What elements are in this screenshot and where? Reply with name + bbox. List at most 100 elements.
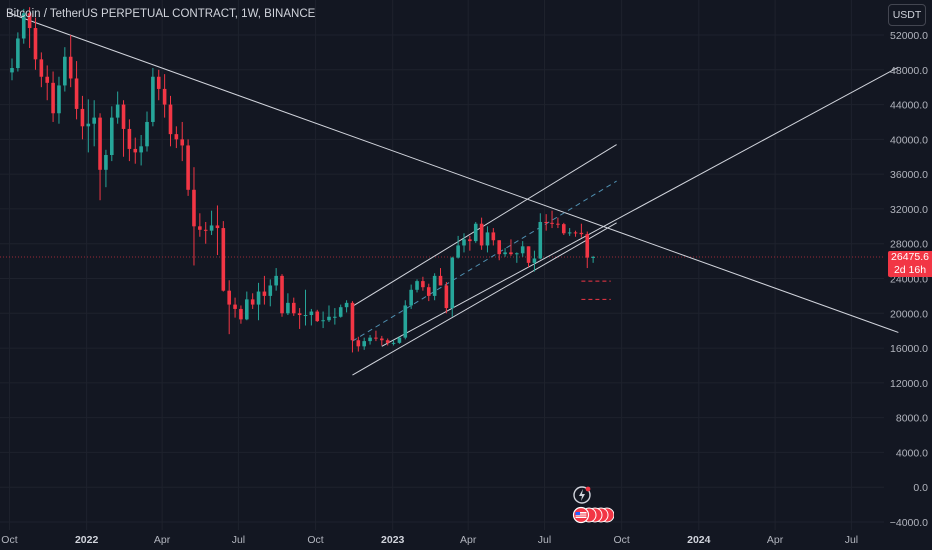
candle-body — [115, 104, 120, 118]
candle-body — [215, 225, 220, 229]
candle-body — [250, 299, 255, 305]
price-tick-label: 4000.0 — [896, 447, 928, 459]
price-tick-label: 0.0 — [913, 482, 928, 494]
candle-body — [561, 224, 566, 234]
candle-body — [526, 246, 531, 263]
candle-body — [98, 117, 102, 170]
time-tick-label: 2024 — [687, 534, 711, 546]
candle-body — [74, 78, 79, 109]
candle-body — [10, 68, 14, 73]
candle-body — [397, 337, 402, 343]
time-tick-label: Apr — [460, 534, 477, 546]
candle-body — [303, 315, 308, 317]
price-tick-label: 20000.0 — [890, 308, 928, 320]
time-tick-label: Jul — [232, 534, 245, 546]
candle-body — [180, 139, 185, 146]
trendline — [352, 222, 617, 376]
candle-body — [391, 342, 396, 344]
candle-body — [462, 239, 466, 246]
candle-body — [421, 281, 425, 288]
candle-body — [591, 256, 595, 258]
candle-body — [344, 302, 349, 308]
currency-button[interactable]: USDT — [888, 4, 926, 26]
candle-body — [92, 117, 96, 124]
candle-body — [327, 316, 331, 321]
candle-body — [151, 76, 155, 122]
candle-body — [198, 226, 202, 230]
candle-body — [380, 338, 384, 341]
candle-body — [221, 228, 226, 291]
candle-body — [80, 108, 85, 127]
flag-icon[interactable] — [572, 506, 614, 524]
candle-body — [368, 337, 372, 342]
candle-body — [291, 302, 296, 314]
candle-body — [444, 285, 449, 309]
candle-body — [333, 316, 337, 318]
candle-body — [186, 145, 190, 190]
time-tick-label: 2023 — [381, 534, 405, 546]
price-tick-label: 32000.0 — [890, 204, 928, 216]
candle-body — [16, 38, 20, 69]
candle-body — [274, 275, 278, 286]
candle-body — [63, 56, 67, 86]
lightning-icon[interactable] — [572, 485, 592, 505]
candle-body — [127, 128, 132, 149]
time-tick-label: Apr — [767, 534, 784, 546]
candle-body — [485, 232, 490, 246]
candle-body — [309, 311, 314, 316]
candle-body — [297, 313, 302, 316]
trendlines — [9, 12, 899, 376]
price-axis[interactable]: 52000.0 48000.0 44000.0 40000.0 36000.0 32000… — [890, 30, 928, 529]
candle-body — [109, 117, 114, 156]
price-tick-label: 8000.0 — [896, 413, 928, 425]
candle-body — [86, 123, 91, 127]
candle-body — [121, 104, 126, 129]
candle-body — [550, 222, 554, 224]
candle-body — [268, 285, 273, 296]
candle-body — [21, 13, 26, 39]
candle-body — [133, 148, 138, 153]
candle-body — [45, 76, 50, 83]
candle-body — [585, 234, 590, 258]
candle-body — [520, 246, 525, 254]
candle-body — [350, 302, 355, 341]
gridlines — [0, 0, 884, 530]
price-tick-label: 36000.0 — [890, 169, 928, 181]
candle-body — [515, 253, 519, 255]
price-tick-label: 52000.0 — [890, 30, 928, 42]
candle-body — [374, 337, 378, 339]
bar-countdown: 2d 16h — [893, 264, 927, 276]
candle-body — [403, 305, 408, 338]
price-tick-label: 44000.0 — [890, 100, 928, 112]
time-tick-label: Apr — [154, 534, 171, 546]
candle-body — [497, 240, 502, 255]
candle-body — [426, 287, 431, 296]
price-tick-label: 40000.0 — [890, 134, 928, 146]
time-tick-label: Oct — [307, 534, 323, 546]
candle-body — [503, 252, 507, 255]
price-tick-label: 28000.0 — [890, 239, 928, 251]
candle-body — [338, 307, 343, 317]
candle-body — [227, 290, 231, 305]
candle-body — [256, 291, 261, 305]
candle-body — [315, 311, 320, 322]
candle-body — [456, 245, 460, 258]
candle-body — [473, 223, 478, 242]
candle-body — [57, 85, 61, 114]
candle-body — [573, 232, 578, 234]
price-tick-label: 12000.0 — [890, 378, 928, 390]
symbol-title: Bitcoin / TetherUS PERPETUAL CONTRACT, 1… — [6, 8, 316, 20]
time-tick-label: 2022 — [75, 534, 99, 546]
candle-body — [509, 252, 513, 255]
candle-body — [385, 340, 390, 343]
candle-body — [450, 257, 455, 309]
candle-body — [104, 155, 108, 170]
candle-body — [491, 232, 496, 241]
target-levels — [581, 280, 611, 300]
time-axis[interactable]: Oct 2022 Apr Jul Oct 2023 Apr Jul Oct 2024 Apr Jul — [1, 534, 858, 546]
candle-body — [262, 291, 267, 296]
candle-body — [286, 302, 290, 314]
last-price-value: 26475.6 — [891, 251, 929, 263]
candle-body — [567, 232, 572, 234]
